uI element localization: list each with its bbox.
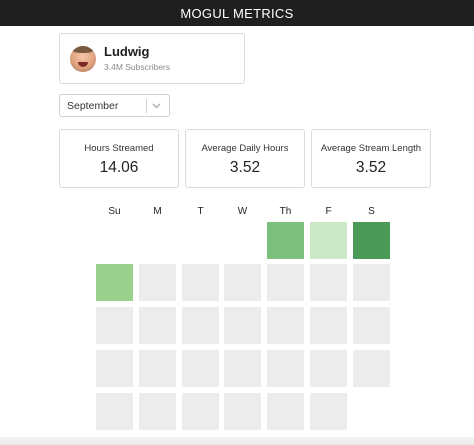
day-cell[interactable]: [353, 264, 390, 301]
select-divider: [146, 99, 147, 113]
profile-card: Ludwig 3.4M Subscribers: [59, 33, 245, 84]
page-bottom-edge: [0, 437, 474, 445]
day-cell[interactable]: [182, 264, 219, 301]
day-cell[interactable]: [224, 350, 261, 387]
chevron-down-icon[interactable]: [151, 100, 162, 111]
day-cell-streamed[interactable]: [96, 264, 133, 301]
stat-label: Hours Streamed: [84, 143, 154, 154]
day-cell[interactable]: [353, 350, 390, 387]
avatar: [70, 45, 96, 72]
subscriber-count: 3.4M Subscribers: [104, 62, 171, 72]
stat-card-average-stream-length: Average Stream Length 3.52: [311, 129, 431, 188]
day-cell[interactable]: [224, 393, 261, 430]
month-select[interactable]: September: [59, 94, 170, 117]
day-cell[interactable]: [310, 264, 347, 301]
day-cell[interactable]: [139, 350, 176, 387]
weekday-label: M: [153, 206, 162, 217]
weekday-label: T: [197, 206, 204, 217]
day-cell[interactable]: [139, 393, 176, 430]
day-cell[interactable]: [310, 393, 347, 430]
weekday-label: Su: [108, 206, 121, 217]
day-cell[interactable]: [96, 350, 133, 387]
avatar-mouth: [78, 61, 88, 67]
day-cell[interactable]: [267, 264, 304, 301]
app-title: MOGUL METRICS: [180, 5, 294, 21]
weekday-label: F: [325, 206, 332, 217]
app-header: MOGUL METRICS: [0, 0, 474, 26]
day-cell[interactable]: [353, 307, 390, 344]
day-cell[interactable]: [267, 307, 304, 344]
day-cell[interactable]: [310, 307, 347, 344]
weekday-label: S: [368, 206, 375, 217]
day-cell[interactable]: [267, 350, 304, 387]
day-cell-streamed[interactable]: [267, 222, 304, 259]
day-cell[interactable]: [310, 350, 347, 387]
stat-card-average-daily-hours: Average Daily Hours 3.52: [185, 129, 305, 188]
profile-name: Ludwig: [104, 44, 150, 59]
day-cell[interactable]: [224, 307, 261, 344]
day-cell[interactable]: [182, 307, 219, 344]
day-cell[interactable]: [96, 393, 133, 430]
month-select-value: September: [67, 99, 119, 112]
stat-card-hours-streamed: Hours Streamed 14.06: [59, 129, 179, 188]
day-cell[interactable]: [267, 393, 304, 430]
stat-value: 3.52: [355, 159, 387, 176]
day-cell-streamed[interactable]: [353, 222, 390, 259]
day-cell[interactable]: [139, 264, 176, 301]
stat-label: Average Stream Length: [320, 143, 422, 154]
stat-value: 14.06: [99, 159, 139, 176]
day-cell[interactable]: [96, 307, 133, 344]
day-cell[interactable]: [224, 264, 261, 301]
stat-label: Average Daily Hours: [201, 143, 289, 154]
day-cell[interactable]: [139, 307, 176, 344]
profile-text: Ludwig 3.4M Subscribers: [104, 44, 170, 73]
weekday-label: Th: [279, 206, 292, 217]
weekday-label: W: [237, 206, 248, 217]
stat-value: 3.52: [229, 159, 261, 176]
day-cell[interactable]: [182, 350, 219, 387]
day-cell-streamed[interactable]: [310, 222, 347, 259]
avatar-hair: [72, 45, 94, 53]
day-cell[interactable]: [182, 393, 219, 430]
